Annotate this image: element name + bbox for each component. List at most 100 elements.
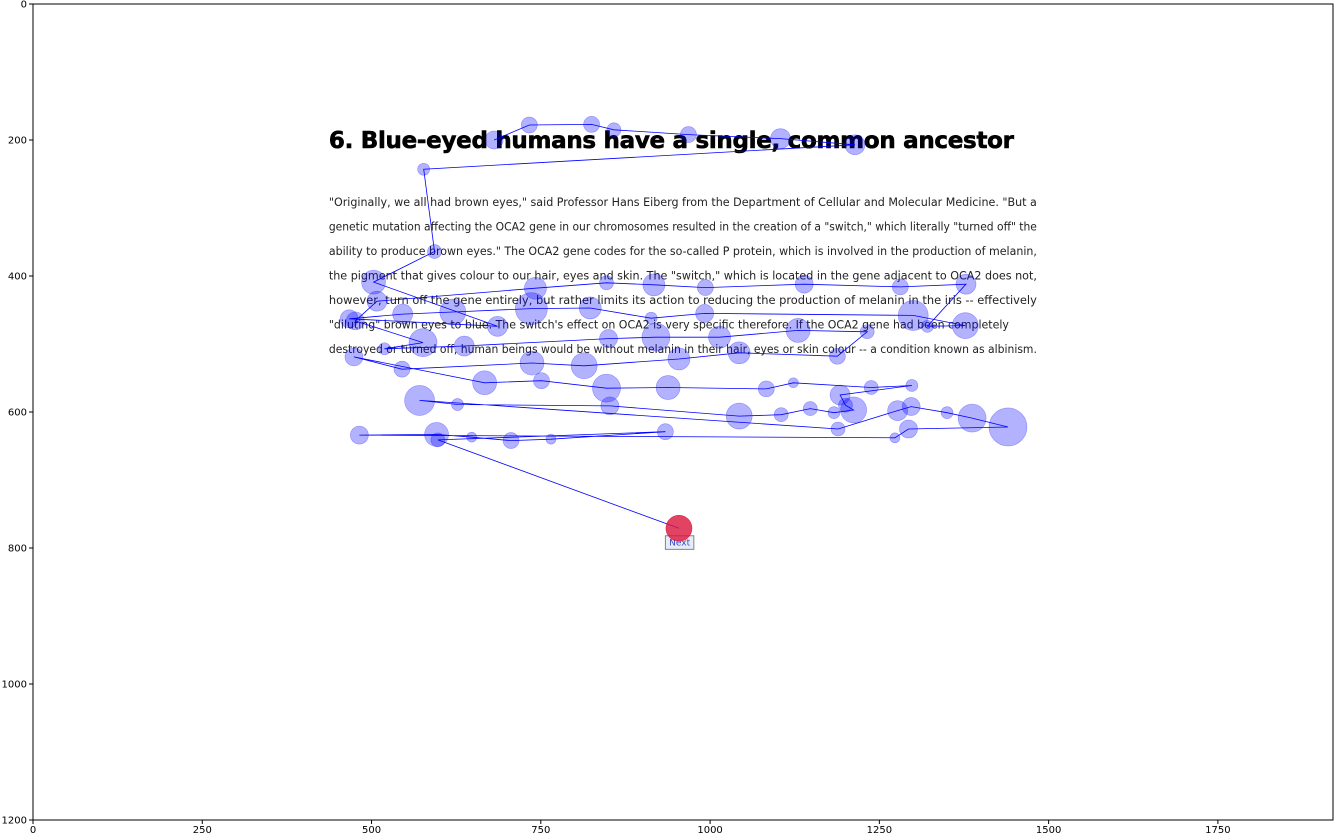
fixation-point — [899, 419, 918, 439]
x-tick-label: 750 — [531, 825, 550, 836]
fixation-point — [695, 304, 714, 323]
fixation-point — [408, 328, 438, 357]
fixation-point — [570, 352, 598, 380]
x-tick-label: 500 — [362, 825, 381, 836]
x-tick-label: 1750 — [1205, 825, 1230, 836]
fixation-point — [794, 274, 814, 294]
paragraph-line: the pigment that gives colour to our hai… — [329, 268, 1037, 282]
fixation-point — [427, 244, 442, 259]
fixation-point — [404, 385, 435, 416]
fixation-point — [838, 397, 853, 413]
y-tick-label: 400 — [8, 272, 27, 283]
x-tick-label: 250 — [193, 825, 212, 836]
x-tick-label: 0 — [30, 825, 36, 836]
fixation-point — [578, 296, 602, 320]
fixation-point — [655, 375, 681, 400]
fixation-point — [657, 423, 674, 441]
fixation-point — [892, 278, 909, 296]
fixation-point — [697, 279, 714, 296]
stimulus-layer: 6. Blue-eyed humans have a single, commo… — [329, 128, 1037, 550]
fixation-point — [770, 128, 791, 149]
paragraph-line: ability to produce brown eyes." The OCA2… — [329, 244, 1037, 258]
fixation-point — [829, 384, 851, 406]
fixation-point — [533, 372, 550, 390]
paragraph-line: destroyed or turned off, human beings wo… — [329, 342, 1037, 356]
fixation-point — [472, 370, 497, 396]
fixation-point — [889, 432, 901, 444]
scanpath-layer — [339, 116, 1028, 542]
fixation-point — [830, 421, 846, 437]
fixation-point — [524, 276, 547, 300]
fixation-point — [430, 432, 446, 448]
fixation-point — [785, 318, 811, 343]
fixation-point — [642, 273, 666, 297]
fixation-point — [844, 134, 866, 156]
fixation-point — [955, 273, 977, 295]
fixation-point — [757, 380, 775, 398]
fixation-point — [725, 402, 753, 430]
fixation-point — [606, 122, 622, 138]
fixation-point — [599, 275, 614, 291]
fixation-point — [859, 324, 875, 340]
y-tick-label: 0 — [21, 0, 27, 11]
fixation-point — [350, 425, 369, 445]
fixation-point — [840, 396, 867, 424]
fixation-point — [345, 311, 365, 331]
fixation-point — [863, 380, 879, 395]
fixation-point — [940, 406, 954, 419]
x-tick-label: 1500 — [1036, 825, 1061, 836]
fixation-point — [921, 320, 934, 333]
fixation-point — [502, 432, 520, 449]
x-tick-label: 1000 — [697, 825, 722, 836]
fixation-point — [393, 360, 411, 378]
fixation-point — [344, 347, 364, 367]
fixation-point — [487, 316, 508, 337]
fixation-point — [680, 126, 697, 143]
fixation-point — [641, 322, 671, 352]
fixation-point — [829, 347, 846, 365]
fixation-point — [788, 377, 799, 389]
x-tick-label: 1250 — [867, 825, 892, 836]
paragraph-line: genetic mutation affecting the OCA2 gene… — [329, 219, 1037, 233]
next-button-label[interactable]: Next — [669, 538, 690, 548]
fixation-point — [361, 269, 386, 295]
fixation-point — [773, 407, 789, 423]
fixation-point — [957, 403, 987, 433]
fixation-point — [339, 309, 359, 329]
fixation-point — [727, 341, 751, 365]
fixation-point — [901, 397, 921, 416]
paragraph-line: "Originally, we all had brown eyes," sai… — [329, 195, 1037, 209]
fixation-point — [366, 290, 388, 312]
stimulus-title: 6. Blue-eyed humans have a single, commo… — [329, 128, 1015, 154]
fixation-point — [599, 329, 618, 348]
y-tick-label: 800 — [8, 544, 27, 555]
fixation-point — [545, 433, 557, 445]
fixation-point — [988, 407, 1028, 447]
fixation-point — [592, 373, 621, 403]
stimulus-paragraph: "Originally, we all had brown eyes," sai… — [329, 195, 1037, 356]
fixation-point — [905, 379, 919, 392]
paragraph-line: "diluting" brown eyes to blue. The switc… — [329, 317, 1009, 331]
fixation-point — [521, 116, 538, 134]
fixation-point — [424, 422, 449, 447]
fixation-point — [897, 300, 929, 331]
fixation-point — [708, 325, 731, 349]
fixation-point — [484, 130, 504, 150]
last-fixation-point — [665, 514, 693, 542]
y-tick-label: 1200 — [2, 816, 27, 827]
fixation-point — [827, 406, 841, 419]
fixation-point — [451, 398, 464, 411]
fixation-point — [600, 396, 620, 416]
fixation-point — [519, 350, 545, 376]
y-tick-label: 200 — [8, 136, 27, 147]
x-axis: 0 250 500 750 1000 1250 1500 1750 — [30, 820, 1231, 836]
fixation-point — [417, 162, 430, 176]
fixation-point — [802, 401, 818, 416]
saccade-path — [349, 123, 1009, 529]
fixation-point — [887, 400, 908, 421]
fixation-point — [952, 312, 979, 339]
fixation-point — [515, 292, 548, 325]
fixation-point — [583, 116, 600, 133]
